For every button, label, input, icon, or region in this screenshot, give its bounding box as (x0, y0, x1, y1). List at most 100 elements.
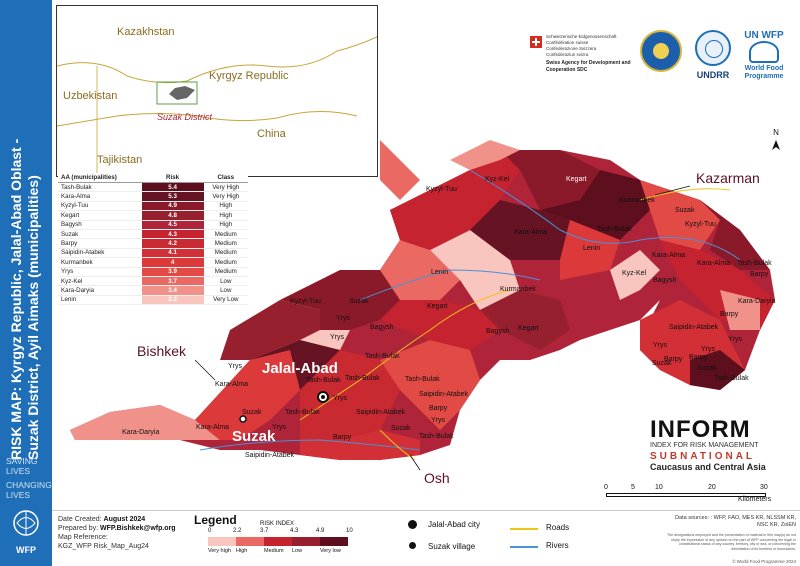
created-value: August 2024 (103, 516, 146, 523)
place-label: Suzak (242, 409, 262, 416)
wfp-wreath-icon (749, 41, 779, 63)
legend-color-bar (208, 537, 348, 546)
place-label: Tash-Bulak (419, 433, 454, 440)
risk-table: AA (municipalities) Risk Class Tash-Bula… (58, 173, 248, 306)
place-label: Tash-Bulak (405, 376, 440, 383)
north-arrow-icon (772, 140, 780, 150)
scale-tick: 0 (604, 484, 608, 491)
inset-border-north (57, 36, 377, 84)
region-lenin-enclave (300, 330, 350, 350)
region-kyzyl-tuu-west (220, 300, 320, 360)
inset-label-china: China (257, 128, 286, 140)
scale-tick: 5 (631, 484, 635, 491)
kazarman-pointer (654, 185, 691, 196)
row-municipality: Kara-Daryia (58, 285, 142, 296)
place-label: Kara-Alma (514, 229, 548, 236)
legend-tick: 0 (208, 528, 212, 534)
legend-swatch (320, 537, 348, 546)
row-municipality: Kegart (58, 210, 142, 221)
un-wfp-bottom-text: World Food Programme (744, 65, 784, 80)
row-risk-value: 3.7 (141, 276, 204, 287)
legend-swatch (208, 537, 236, 546)
disclaimer: The designations employed and the presen… (666, 533, 796, 551)
slogan-changing-lives: CHANGING LIVES (6, 480, 52, 500)
place-label: Tash-Bulak (306, 377, 341, 384)
legend-class: Low (292, 548, 303, 554)
risk-table-row: Kurmanbek 4 Medium (58, 257, 248, 268)
un-wfp-logo: UN WFP World Food Programme (740, 30, 788, 90)
sdc-agency-text: Swiss Agency for Development and Coopera… (546, 60, 631, 73)
region-kegart-mid (480, 290, 570, 350)
inset-map: Kazakhstan Kyrgyz Republic Uzbekistan Ch… (56, 5, 378, 177)
place-label: Yrys (336, 315, 350, 322)
region-kyzyl-tuu-east (700, 200, 770, 270)
river-mid (359, 269, 541, 301)
legend-risk-index-label: RISK INDEX (260, 521, 295, 527)
row-risk-value: 4.1 (141, 248, 204, 259)
legend-roads-label: Roads (546, 523, 570, 532)
district-regions (70, 140, 775, 460)
row-municipality: Barpy (58, 238, 142, 249)
place-label: Kara-Daryia (122, 429, 160, 436)
row-municipality: Kara-Alma (58, 191, 142, 202)
prepared-label: Prepared by: (58, 525, 99, 532)
region-tash-bulak-east (690, 350, 745, 390)
place-label: Tash-Bulak (345, 375, 380, 382)
legend-tick: 4.9 (316, 528, 325, 534)
row-class: Very High (203, 191, 248, 202)
col-risk: Risk (141, 173, 204, 183)
place-label: Kegart (566, 176, 587, 183)
region-kegart-north (540, 170, 650, 240)
slogan-saving-lives: SAVING LIVES (6, 456, 38, 476)
place-label: Kara-Alma (652, 252, 686, 259)
place-label: Yrys (330, 334, 344, 341)
rivers (199, 169, 741, 451)
row-risk-value: 4.5 (141, 220, 204, 230)
row-class: Medium (203, 238, 248, 249)
row-class: High (203, 201, 248, 212)
legend-city-label: Jalal-Abad city (428, 520, 481, 529)
place-label: Barpy (429, 405, 448, 412)
kyrgyz-emblem-icon (640, 30, 682, 72)
risk-table-row: Kyzyl-Tuu 4.9 High (58, 201, 248, 212)
place-label: Kyzyl-Tuu (290, 298, 321, 305)
city-jalal-abad: Jalal-Abad (262, 360, 338, 377)
row-class: Low (203, 285, 248, 296)
place-label: Kurmanbek (619, 197, 655, 204)
city-symbol-icon (408, 520, 417, 529)
river-south (199, 439, 421, 451)
place-label: Yrys (272, 424, 286, 431)
legend-title: Legend (194, 513, 237, 527)
risk-table-row: Kyz-Kel 3.7 Low (58, 276, 248, 287)
river-north (469, 169, 741, 261)
city-osh: Osh (424, 470, 450, 486)
jalal-abad-city-dot (321, 395, 325, 399)
place-label: Yrys (333, 395, 347, 402)
place-label: Suzak (675, 207, 695, 214)
place-label: Kegart (427, 303, 448, 310)
row-risk-value: 4.8 (141, 210, 204, 221)
row-class: Medium (203, 257, 248, 268)
risk-map (70, 140, 780, 471)
place-label: Suzak (349, 298, 369, 305)
legend-tick: 10 (346, 528, 353, 534)
row-class: Low (203, 276, 248, 287)
road-main (299, 289, 511, 421)
legend-swatch (236, 537, 264, 546)
city-kazarman: Kazarman (696, 170, 760, 186)
risk-table-body: Tash-Bulak 5.4 Very High Kara-Alma 5.3 Very H… (58, 182, 248, 306)
row-risk-value: 4 (141, 257, 204, 268)
place-label: Barpy (333, 434, 352, 441)
row-risk-value: 5.4 (141, 182, 204, 193)
place-label: Kyzyl-Tuu (685, 221, 716, 228)
region-lenin (430, 230, 520, 310)
copyright: © World Food Programme 2024 (732, 559, 796, 564)
row-municipality: Lenin (58, 295, 142, 306)
inset-map-svg (57, 36, 377, 176)
region-kara-daryia-west (70, 405, 220, 440)
region-kara-alma-lenin (610, 250, 660, 300)
region-kara-alma-north (470, 200, 570, 260)
region-kara-daryia-east (720, 290, 760, 330)
reference-value: KGZ_WFP Risk_Map_Aug24 (58, 543, 149, 550)
inset-label-suzak-district: Suzak District (157, 112, 213, 122)
